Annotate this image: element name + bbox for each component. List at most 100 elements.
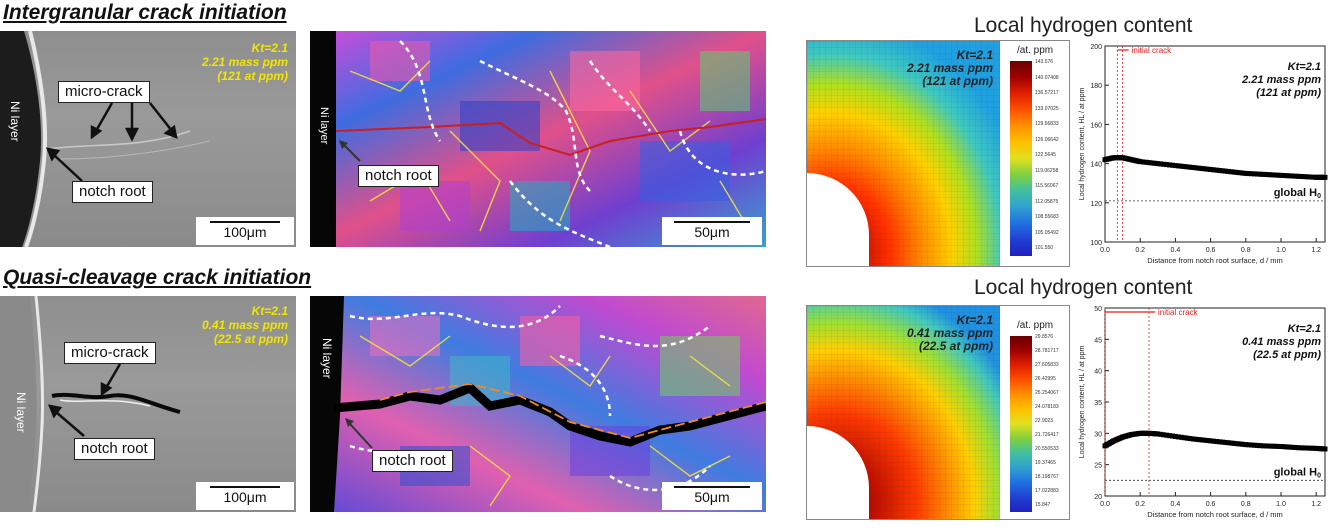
data-point [1246, 171, 1252, 177]
data-point [1208, 166, 1214, 172]
data-point [1196, 165, 1202, 171]
data-point [1266, 443, 1272, 449]
data-point [1222, 168, 1228, 174]
scale-bar-ebsd: 50μm [662, 217, 762, 245]
colorbar-unit: /at. ppm [1017, 45, 1054, 56]
initial-crack-label: initial crack [1132, 46, 1173, 55]
y-tick-label: 50 [1094, 306, 1102, 313]
notch-arrow-ebsd [339, 140, 361, 162]
data-point [1146, 160, 1152, 166]
data-point [1175, 163, 1181, 169]
data-point [1272, 172, 1278, 178]
data-point [1137, 159, 1143, 165]
data-point [1196, 437, 1202, 443]
data-point [1290, 444, 1296, 450]
plot-frame [1104, 45, 1326, 243]
kt-label: Kt=2.1 [251, 41, 288, 55]
y-tick-label: 40 [1094, 369, 1102, 376]
data-point [1246, 442, 1252, 448]
data-point [1178, 163, 1184, 169]
initial-crack-label: initial crack [1158, 308, 1199, 317]
data-point [1187, 436, 1193, 442]
data-point [1310, 174, 1316, 180]
y-tick-label: 30 [1094, 431, 1102, 438]
fem-contour-quasi-cleavage: Kt=2.1 0.41 mass ppm (22.5 at ppm) /at. … [806, 305, 1070, 520]
section-title-intergranular: Intergranular crack initiation [3, 1, 287, 24]
x-tick-label: 0.6 [1206, 247, 1216, 254]
data-point [1269, 443, 1275, 449]
data-point [1257, 443, 1263, 449]
y-tick-label: 25 [1094, 463, 1102, 470]
x-tick-label: 0.0 [1100, 501, 1110, 508]
data-point [1211, 167, 1217, 173]
micro-crack-callout-2: micro-crack [64, 342, 156, 364]
fem-atppm: (121 at ppm) [922, 74, 993, 88]
x-tick-label: 1.2 [1311, 247, 1321, 254]
data-point [1275, 443, 1281, 449]
data-point [1290, 173, 1296, 179]
at-ppm-label-2: (22.5 at ppm) [213, 332, 288, 346]
data-point [1161, 432, 1167, 438]
data-point [1149, 160, 1155, 166]
ebsd-grain-map-2 [310, 296, 766, 512]
notch-root-callout-ebsd-2: notch root [372, 450, 453, 472]
data-point [1243, 442, 1249, 448]
data-point [1322, 174, 1328, 180]
scale-bar-label: 100μm [223, 224, 267, 240]
data-point [1169, 162, 1175, 168]
scale-bar-label-2: 100μm [223, 489, 267, 505]
data-point [1287, 444, 1293, 450]
x-axis-label: Distance from notch root surface, d / mm [1147, 256, 1282, 265]
data-point [1293, 173, 1299, 179]
fem-mass: 2.21 mass ppm [906, 61, 993, 75]
data-point [1155, 431, 1161, 437]
x-tick-label: 0.8 [1241, 501, 1251, 508]
data-point [1234, 441, 1240, 447]
scale-bar-2: 100μm [196, 482, 294, 510]
plot-atppm: (22.5 at ppm) [1253, 349, 1321, 361]
data-point [1202, 437, 1208, 443]
data-point [1228, 169, 1234, 175]
callout-arrows-2 [47, 363, 122, 437]
y-axis-label: Local hydrogen content, HL / at ppm [1079, 346, 1086, 459]
data-point [1281, 444, 1287, 450]
data-point [1190, 436, 1196, 442]
hydrogen-profile-svg-2: 20 25 30 35 40 45 50 0.0 0.2 0.4 0.6 0.8 1.0 1.2 Dista… [1079, 306, 1328, 519]
data-point [1228, 440, 1234, 446]
ebsd-map-quasi-cleavage: Ni layer notch root 50μm [310, 296, 766, 512]
data-point [1172, 433, 1178, 439]
data-point [1143, 159, 1149, 165]
data-point [1275, 172, 1281, 178]
data-point [1249, 171, 1255, 177]
data-point [1257, 171, 1263, 177]
sem-crack-lines [0, 31, 211, 247]
y-tick-label: 140 [1090, 162, 1102, 169]
data-point [1205, 166, 1211, 172]
data-point [1301, 445, 1307, 451]
x-tick-label: 1.0 [1276, 501, 1286, 508]
kt-label-2: Kt=2.1 [251, 304, 288, 318]
data-point [1187, 164, 1193, 170]
ebsd-map-intergranular: Ni layer notch root 50μm [310, 31, 766, 247]
data-point [1284, 444, 1290, 450]
colorbar-unit-2: /at. ppm [1017, 320, 1054, 331]
data-point [1219, 439, 1225, 445]
fem-contour-plot [807, 41, 1069, 266]
data-point [1255, 171, 1261, 177]
data-point [1158, 161, 1164, 167]
y-tick-label: 100 [1090, 240, 1102, 247]
data-point [1281, 173, 1287, 179]
data-point [1310, 445, 1316, 451]
data-point [1216, 167, 1222, 173]
data-point [1234, 169, 1240, 175]
data-point [1299, 174, 1305, 180]
scale-bar: 100μm [196, 217, 294, 245]
notch-root-callout-2: notch root [74, 438, 155, 460]
data-point [1237, 441, 1243, 447]
data-point [1152, 160, 1158, 166]
data-point [1225, 440, 1231, 446]
data-point [1260, 171, 1266, 177]
data-point [1237, 170, 1243, 176]
fem-mass-2: 0.41 mass ppm [906, 326, 993, 340]
section-title-quasi-cleavage: Quasi-cleavage crack initiation [3, 266, 312, 289]
